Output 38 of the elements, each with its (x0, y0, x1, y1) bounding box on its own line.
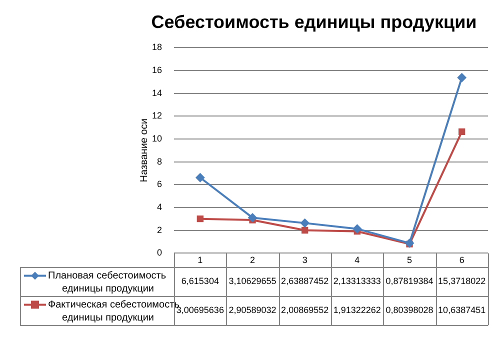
data-label: 2,63887452 (281, 276, 329, 286)
x-tick-label: 1 (198, 255, 203, 266)
data-label: 2,13313333 (333, 276, 381, 286)
y-tick-label: 14 (152, 88, 162, 98)
x-tick-label: 4 (354, 255, 360, 266)
point (248, 213, 258, 222)
point (352, 224, 362, 234)
data-label: 1,91322262 (333, 305, 381, 316)
data-label: 2,00869552 (281, 305, 329, 316)
point (300, 218, 310, 228)
x-tick-label: 2 (250, 255, 256, 266)
data-label: 15,3718022 (438, 276, 486, 286)
y-tick-label: 2 (156, 224, 162, 235)
data-label: 0,87819384 (386, 276, 434, 286)
chart-title: Себестоимость единицы продукции (151, 12, 477, 32)
data-label: 10,6387451 (438, 305, 486, 316)
x-tick-label: 3 (302, 255, 308, 266)
y-tick-label: 12 (152, 110, 162, 121)
legend-label: Плановая себестоимость единицы продукции (48, 270, 166, 294)
point (458, 128, 466, 136)
y-tick-label: 16 (152, 64, 162, 75)
data-label: 3,10629655 (228, 276, 276, 286)
y-tick-label: 10 (152, 133, 162, 144)
y-tick-label: 6 (156, 179, 162, 190)
data-label: 2,90589032 (228, 305, 276, 316)
point (196, 216, 204, 222)
y-tick-label: 8 (156, 156, 162, 166)
y-axis-title: Название оси (138, 118, 150, 182)
x-tick-label: 5 (406, 255, 412, 266)
point (196, 173, 205, 182)
y-tick-label: 4 (156, 202, 162, 212)
data-label: 0,80398028 (386, 305, 434, 316)
x-tick-label: 6 (459, 255, 464, 266)
point (302, 226, 308, 234)
point (457, 73, 466, 82)
y-tick-label: 18 (152, 42, 162, 52)
y-tick-label: 0 (156, 248, 162, 258)
data-label: 6,615304 (181, 276, 219, 286)
